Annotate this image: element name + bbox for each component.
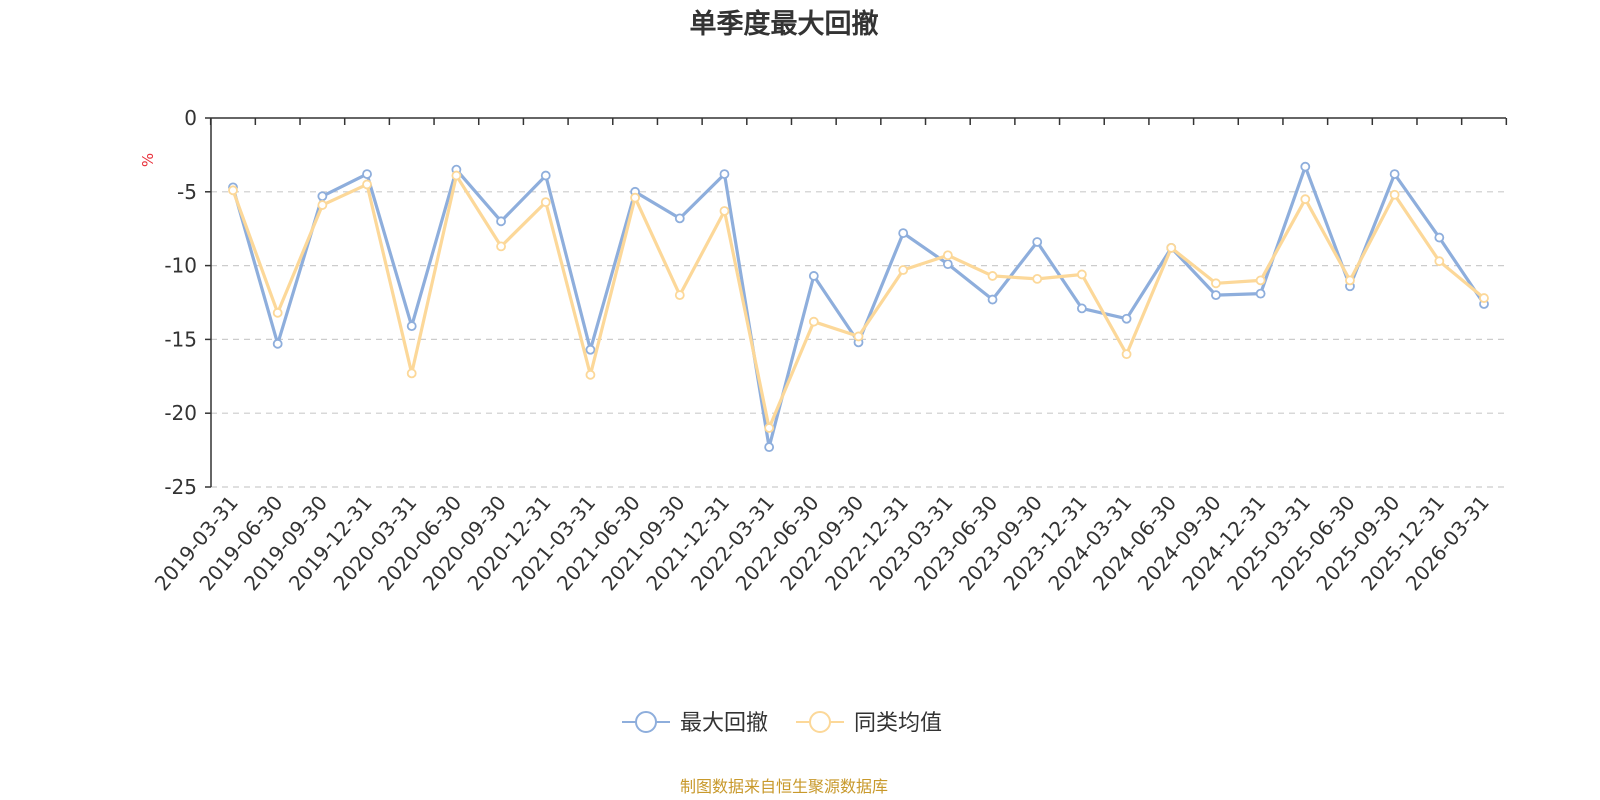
data-point[interactable] — [406, 321, 417, 332]
series-2 — [228, 170, 1489, 433]
data-point[interactable] — [1211, 278, 1221, 289]
data-point[interactable] — [674, 290, 685, 301]
series-1 — [228, 161, 1489, 453]
legend[interactable]: 最大回撤 同类均值 — [622, 711, 942, 736]
y-tick-label: 0 — [184, 106, 197, 130]
data-point[interactable] — [496, 216, 506, 227]
y-tick-label: -25 — [164, 475, 197, 499]
chart-title: 单季度最大回撤 — [690, 8, 879, 40]
data-point[interactable] — [1300, 194, 1311, 205]
legend-item-1[interactable]: 最大回撤 — [622, 711, 768, 736]
data-point[interactable] — [1479, 293, 1489, 303]
legend-item-2[interactable]: 同类均值 — [796, 711, 942, 736]
data-point[interactable] — [1434, 232, 1445, 243]
data-point[interactable] — [451, 170, 462, 181]
data-point[interactable] — [496, 241, 506, 252]
data-point[interactable] — [987, 294, 998, 305]
data-point[interactable] — [1211, 290, 1221, 301]
data-point[interactable] — [1032, 273, 1043, 284]
y-tick-label: -20 — [164, 401, 197, 425]
data-point[interactable] — [1255, 275, 1266, 286]
data-point[interactable] — [987, 271, 998, 281]
grid-lines — [211, 191, 1506, 488]
y-tick-label: -10 — [164, 254, 197, 278]
data-point[interactable] — [942, 259, 953, 270]
data-point[interactable] — [1076, 303, 1087, 314]
data-point[interactable] — [630, 192, 641, 203]
data-point[interactable] — [1121, 313, 1132, 324]
data-point[interactable] — [272, 307, 283, 318]
data-point[interactable] — [540, 197, 551, 208]
data-point[interactable] — [585, 344, 596, 355]
series-line — [231, 174, 1486, 430]
legend-circle-marker — [809, 711, 831, 733]
y-tick-label: -5 — [177, 180, 197, 204]
data-point[interactable] — [540, 170, 551, 181]
y-tick-label: -15 — [164, 327, 197, 351]
data-point[interactable] — [1389, 169, 1400, 179]
data-point[interactable] — [1434, 256, 1445, 267]
data-point[interactable] — [317, 200, 328, 210]
data-point[interactable] — [719, 169, 730, 179]
data-point[interactable] — [764, 442, 775, 453]
data-point[interactable] — [1076, 269, 1087, 280]
data-point[interactable] — [674, 213, 685, 224]
data-point[interactable] — [808, 271, 819, 281]
data-point[interactable] — [1389, 189, 1400, 200]
data-point[interactable] — [272, 338, 283, 349]
source-note: 制图数据来自恒生聚源数据库 — [680, 777, 888, 796]
data-point[interactable] — [1345, 275, 1355, 286]
data-point[interactable] — [719, 206, 730, 216]
legend-circle-marker — [635, 711, 657, 733]
data-point[interactable] — [853, 331, 864, 342]
data-point[interactable] — [1032, 237, 1043, 247]
data-point[interactable] — [898, 228, 909, 239]
series-line — [231, 165, 1486, 449]
legend-label: 同类均值 — [854, 711, 942, 736]
data-point[interactable] — [764, 423, 775, 433]
data-point[interactable] — [406, 368, 417, 379]
data-point[interactable] — [808, 316, 819, 327]
data-point[interactable] — [1255, 288, 1266, 299]
data-point[interactable] — [942, 250, 953, 261]
data-point[interactable] — [317, 191, 328, 202]
data-point[interactable] — [585, 369, 596, 380]
series-layer — [228, 161, 1489, 453]
data-point[interactable] — [1121, 349, 1132, 360]
data-point[interactable] — [1166, 242, 1177, 253]
y-axis-unit-label: % — [139, 153, 157, 167]
data-point[interactable] — [898, 265, 909, 275]
legend-label: 最大回撤 — [680, 711, 768, 736]
data-point[interactable] — [362, 179, 372, 190]
data-point[interactable] — [228, 185, 238, 196]
data-point[interactable] — [362, 169, 372, 179]
data-point[interactable] — [1300, 161, 1311, 172]
